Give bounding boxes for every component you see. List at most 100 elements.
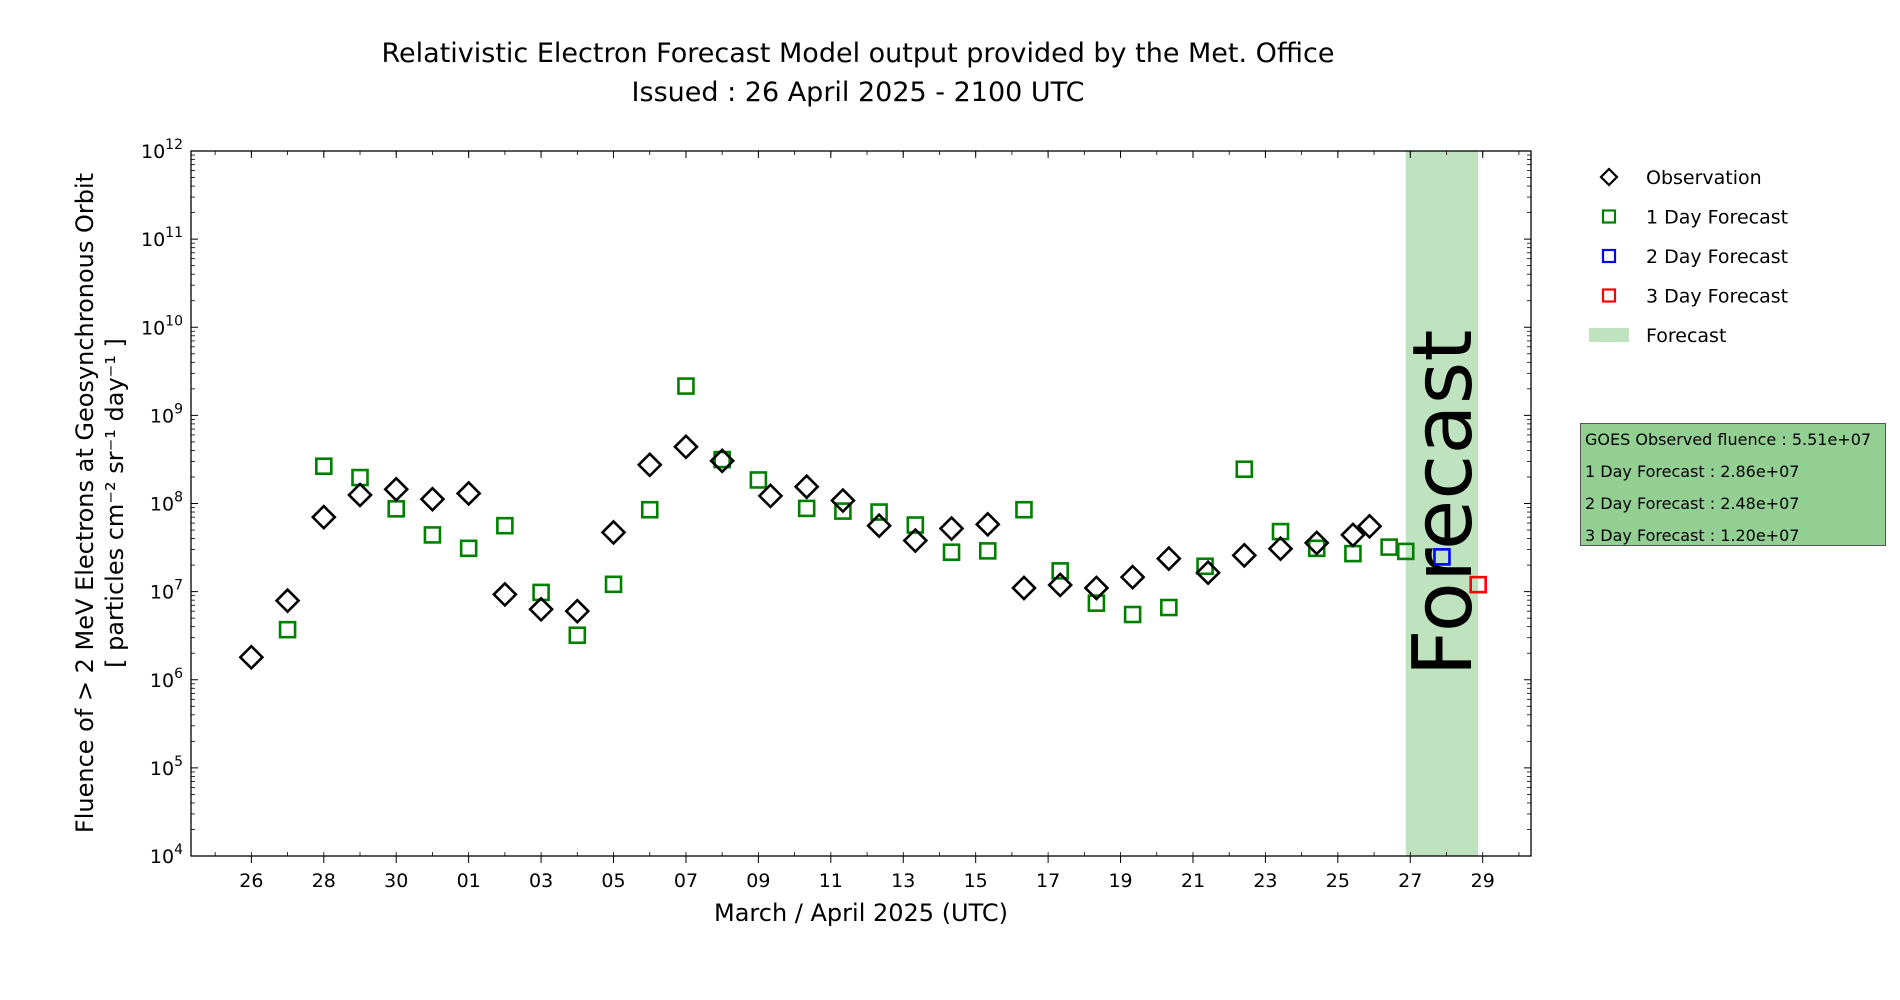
- x-tick-label: 27: [1398, 870, 1422, 892]
- y-axis: 104 105 106 107 108 109 1010 1011 1012: [141, 137, 1531, 868]
- observation-marker: [1011, 575, 1037, 601]
- forecast-1day-marker: [834, 502, 852, 520]
- forecast-1day-marker: [278, 620, 297, 639]
- plot-frame: [190, 150, 1532, 857]
- observation-marker: [1340, 522, 1366, 548]
- y-tick-label: 109: [150, 401, 183, 427]
- observation-marker: [1267, 535, 1294, 562]
- forecast-band: [1405, 151, 1479, 856]
- chart-title: Relativistic Electron Forecast Model out…: [382, 38, 1335, 69]
- observation-marker: [974, 511, 1001, 538]
- legend-label-forecast-3day: 3 Day Forecast: [1646, 286, 1788, 308]
- observation-marker: [709, 447, 736, 474]
- y-axis-label-line1: Fluence of > 2 MeV Electrons at Geosynch…: [71, 173, 99, 833]
- observation-marker: [636, 451, 663, 478]
- x-tick-label: 09: [746, 870, 770, 892]
- forecast-1day-marker: [496, 516, 514, 535]
- x-tick-label: 25: [1326, 870, 1350, 892]
- observation-marker: [1119, 564, 1146, 590]
- forecast-1day-marker: [978, 542, 997, 560]
- y-axis-label-line2: [ particles cm⁻² sr⁻¹ day⁻¹ ]: [101, 338, 129, 668]
- x-tick-label: 15: [964, 870, 988, 892]
- forecast-1day-marker: [870, 503, 888, 521]
- legend-label-forecast-1day: 1 Day Forecast: [1646, 207, 1788, 229]
- forecast-1day-marker: [1344, 544, 1362, 563]
- observation-marker: [528, 596, 554, 623]
- observation-marker: [1231, 542, 1258, 569]
- forecast-1day-marker: [1307, 539, 1326, 558]
- observation-marker: [238, 644, 265, 671]
- y-tick-label: 104: [150, 842, 183, 868]
- info-line-observed: GOES Observed fluence : 5.51e+07: [1585, 430, 1872, 449]
- forecast-1day-marker: [1015, 500, 1033, 519]
- x-tick-label: 30: [384, 870, 408, 892]
- x-tick-label: 07: [674, 870, 698, 892]
- legend-swatch-forecast-3day: [1601, 288, 1617, 303]
- observation-marker: [1155, 545, 1182, 572]
- observation-marker: [1303, 530, 1330, 556]
- x-tick-label: 23: [1253, 870, 1277, 892]
- observation-marker: [600, 519, 627, 546]
- y-tick-label: 1010: [141, 313, 183, 339]
- observation-marker: [347, 482, 373, 508]
- legend-label-observation: Observation: [1646, 167, 1762, 189]
- forecast-band-label: Forecast: [1396, 330, 1491, 677]
- info-line-2day: 2 Day Forecast : 2.48e+07: [1585, 494, 1800, 513]
- forecast-1day-marker: [906, 516, 925, 534]
- info-line-3day: 3 Day Forecast : 1.20e+07: [1585, 526, 1800, 545]
- x-axis: 26 28 30 01 03 05 07 09 11 13 15 17 19 21 23 25 27 29: [214, 151, 1520, 892]
- forecast-1day-marker: [1396, 542, 1415, 561]
- forecast-1day-marker: [459, 539, 478, 558]
- observation-marker: [310, 504, 337, 530]
- x-tick-label: 01: [457, 870, 481, 892]
- forecast-1day-marker: [1380, 538, 1398, 556]
- forecast-1day-marker: [568, 626, 587, 645]
- y-tick-label: 106: [150, 666, 183, 692]
- observation-marker: [274, 587, 301, 614]
- observation-marker: [793, 473, 820, 500]
- observation-marker: [866, 512, 892, 539]
- forecast-1day-marker: [640, 500, 659, 519]
- legend-label-forecast-2day: 2 Day Forecast: [1646, 246, 1788, 268]
- y-tick-label: 1012: [141, 137, 183, 163]
- info-line-1day: 1 Day Forecast : 2.86e+07: [1585, 462, 1800, 481]
- observation-marker: [902, 527, 929, 554]
- observation-marker: [1047, 572, 1074, 598]
- forecast-1day-marker: [797, 499, 816, 518]
- observation-marker: [492, 581, 518, 608]
- y-tick-label: 105: [150, 754, 183, 780]
- x-tick-label: 17: [1036, 870, 1060, 892]
- forecast-1day-marker: [677, 377, 695, 395]
- chart-subtitle: Issued : 26 April 2025 - 2100 UTC: [632, 77, 1085, 108]
- legend-label-forecast-band: Forecast: [1646, 325, 1726, 347]
- forecast-2day-marker: [1433, 548, 1451, 566]
- x-tick-label: 11: [819, 870, 843, 892]
- forecast-1day-marker: [713, 450, 731, 469]
- fluence-info-box: GOES Observed fluence : 5.51e+07 1 Day F…: [1580, 423, 1886, 546]
- x-tick-label: 26: [239, 870, 263, 892]
- data-markers: [238, 377, 1487, 671]
- observation-marker: [673, 433, 699, 460]
- observation-marker: [383, 476, 410, 503]
- observation-marker: [757, 483, 784, 509]
- forecast-1day-marker: [423, 526, 442, 544]
- x-axis-label: March / April 2025 (UTC): [714, 899, 1008, 927]
- y-axis-label: Fluence of > 2 MeV Electrons at Geosynch…: [71, 173, 129, 833]
- forecast-region: Forecast: [1396, 151, 1491, 856]
- forecast-1day-marker: [1160, 598, 1178, 617]
- forecast-3day-marker: [1469, 575, 1487, 594]
- x-tick-label: 29: [1471, 870, 1495, 892]
- y-tick-label: 1011: [141, 225, 183, 251]
- x-tick-label: 05: [601, 870, 625, 892]
- observation-marker: [419, 486, 446, 513]
- observation-marker: [455, 480, 482, 507]
- forecast-1day-marker: [1087, 594, 1106, 612]
- forecast-1day-marker: [1123, 605, 1142, 624]
- x-tick-label: 13: [891, 870, 915, 892]
- y-tick-label: 108: [150, 490, 183, 516]
- observation-marker: [1356, 513, 1383, 540]
- x-tick-label: 21: [1181, 870, 1205, 892]
- forecast-1day-marker: [942, 543, 961, 562]
- forecast-1day-marker: [749, 471, 768, 489]
